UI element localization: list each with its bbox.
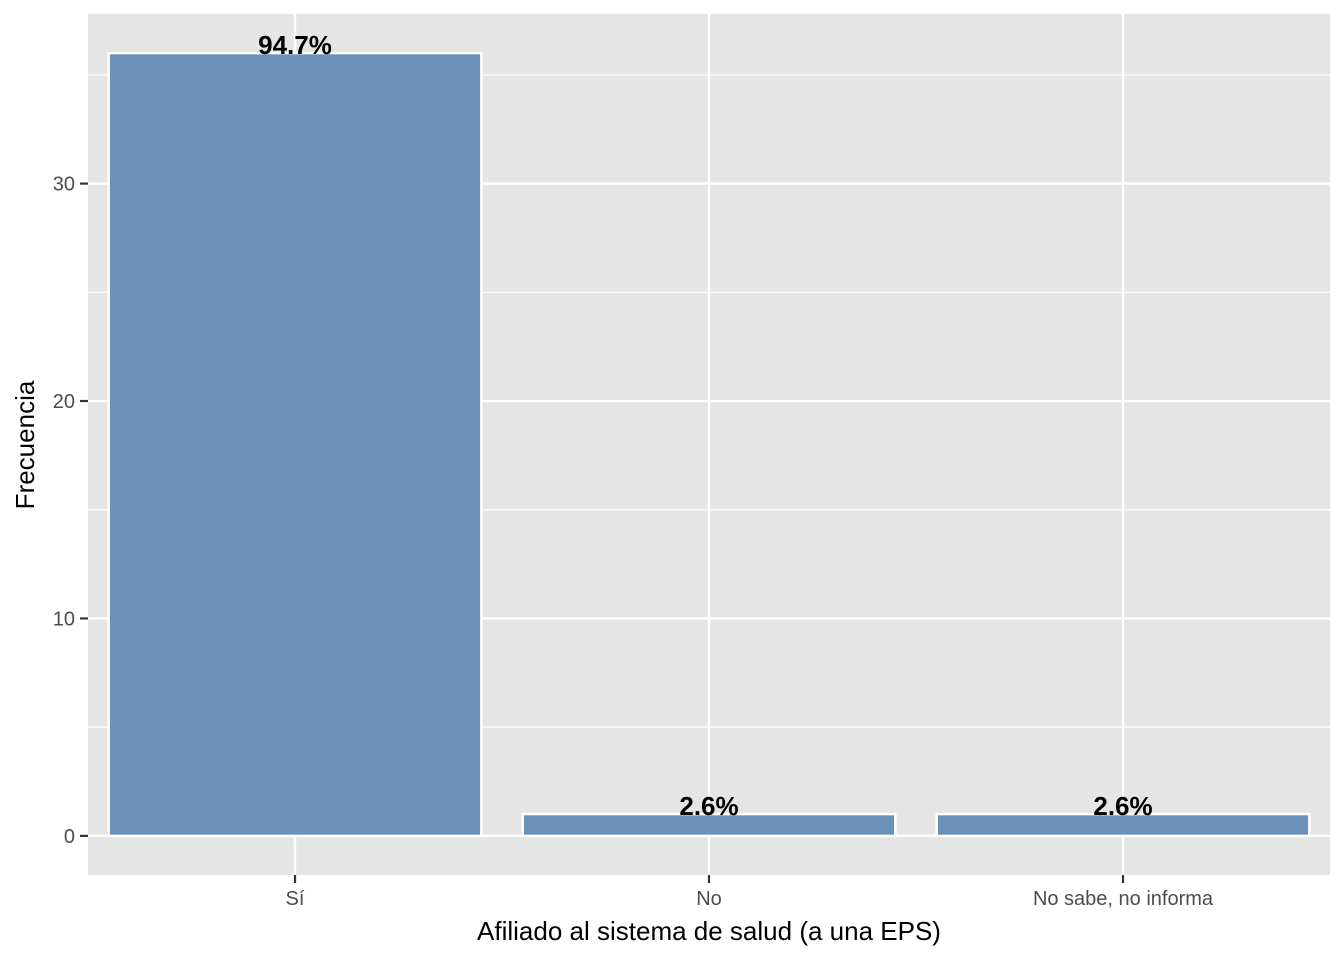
data-label: 2.6% <box>1093 791 1152 821</box>
y-axis-title: Frecuencia <box>10 380 40 509</box>
x-tick-label: No <box>696 888 722 910</box>
bar <box>107 51 483 838</box>
y-tick-label: 10 <box>53 608 75 630</box>
y-tick-label: 0 <box>64 826 75 848</box>
x-axis-title: Afiliado al sistema de salud (a una EPS) <box>477 916 941 946</box>
bars <box>107 51 1311 838</box>
data-label: 94.7% <box>258 30 332 60</box>
x-tick-label: Sí <box>286 888 305 910</box>
x-axis: Sí No No sabe, no informa <box>286 875 1214 910</box>
bar <box>935 812 1311 838</box>
y-tick-label: 30 <box>53 174 75 196</box>
y-axis: 0 10 20 30 <box>53 174 88 848</box>
data-label: 2.6% <box>679 791 738 821</box>
data-labels: 94.7% 2.6% 2.6% <box>258 30 1153 821</box>
bar <box>521 812 897 838</box>
x-tick-label: No sabe, no informa <box>1033 888 1214 910</box>
y-tick-label: 20 <box>53 391 75 413</box>
